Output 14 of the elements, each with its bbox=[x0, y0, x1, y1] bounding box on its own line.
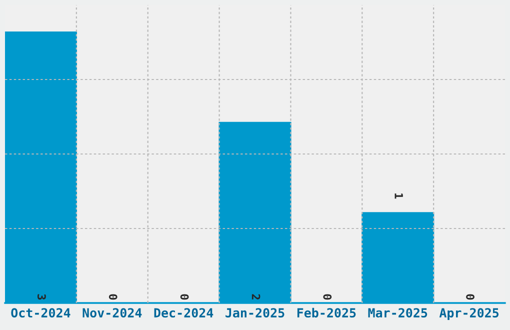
x-tick-label: Mar-2025 bbox=[368, 308, 428, 318]
x-tick-label: Apr-2025 bbox=[439, 308, 499, 320]
x-tick-label: Dec-2024 bbox=[154, 308, 214, 318]
data-label: 0 bbox=[323, 294, 332, 300]
data-label: 3 bbox=[37, 294, 46, 300]
data-label: 1 bbox=[394, 193, 403, 199]
data-label: 0 bbox=[466, 294, 474, 300]
x-tick-label: Oct-2024 bbox=[11, 308, 70, 318]
x-tick-label: Nov-2024 bbox=[82, 308, 142, 318]
data-label: 0 bbox=[180, 294, 189, 300]
data-label: 0 bbox=[108, 294, 118, 300]
x-tick-label: Jan-2025 bbox=[226, 308, 284, 318]
data-label: 2 bbox=[252, 294, 260, 300]
x-tick-label: Feb-2025 bbox=[297, 308, 356, 318]
